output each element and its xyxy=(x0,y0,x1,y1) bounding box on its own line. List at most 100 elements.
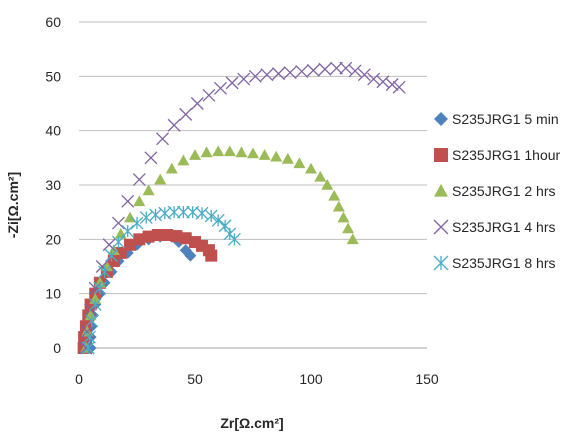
x-marker-icon xyxy=(433,219,449,235)
data-point xyxy=(348,64,362,78)
data-point xyxy=(81,341,95,355)
data-point xyxy=(176,205,190,219)
y-tick-label: 0 xyxy=(53,340,61,356)
data-point xyxy=(337,211,350,223)
legend-item: S235JRG1 5 min xyxy=(434,111,559,127)
data-point xyxy=(237,72,251,86)
data-point xyxy=(314,170,327,182)
legend-item: S235JRG1 2 hrs xyxy=(434,183,556,199)
plot-area xyxy=(77,61,406,355)
data-point xyxy=(79,341,93,355)
data-point xyxy=(107,255,120,268)
data-point xyxy=(376,75,390,89)
data-point xyxy=(105,249,118,263)
data-point xyxy=(346,233,359,245)
data-point xyxy=(121,224,135,238)
data-point xyxy=(102,238,116,252)
data-point xyxy=(270,150,283,162)
data-point xyxy=(223,145,236,157)
data-point xyxy=(235,146,248,158)
legend-label: S235JRG1 5 min xyxy=(452,111,559,127)
data-point xyxy=(167,118,181,132)
x-tick-label: 100 xyxy=(299,371,323,387)
data-point xyxy=(212,145,225,157)
data-point xyxy=(248,69,262,83)
data-point xyxy=(124,238,137,251)
y-axis-ticks: 0 10 20 30 40 50 60 xyxy=(45,14,61,356)
data-point xyxy=(184,249,197,262)
data-point xyxy=(293,157,306,169)
y-axis-title: -Zi[Ω.cm²] xyxy=(5,172,21,238)
data-point xyxy=(205,249,218,262)
data-point xyxy=(170,230,183,243)
data-point xyxy=(211,213,225,227)
data-point xyxy=(133,233,146,246)
series-s235jrg1-8-hrs xyxy=(81,205,241,355)
data-point xyxy=(142,230,155,243)
data-point xyxy=(385,78,399,91)
data-point xyxy=(177,154,190,166)
data-point xyxy=(151,228,164,241)
data-point xyxy=(189,149,201,160)
data-point xyxy=(204,209,218,223)
series-s235jrg1-4-hrs xyxy=(79,61,406,355)
data-point xyxy=(133,195,146,207)
data-point xyxy=(227,232,241,246)
x-tick-label: 150 xyxy=(415,371,439,387)
data-point xyxy=(332,200,345,212)
data-point xyxy=(88,298,102,311)
data-point xyxy=(295,64,309,78)
data-point xyxy=(339,61,353,75)
data-point xyxy=(167,205,181,219)
data-point xyxy=(93,281,107,295)
data-point xyxy=(283,66,297,79)
square-marker-icon xyxy=(434,148,448,162)
data-point xyxy=(321,179,334,190)
series-s235jrg1-5-min xyxy=(84,230,197,354)
data-point xyxy=(179,232,192,245)
data-point xyxy=(85,314,99,328)
data-point xyxy=(318,62,332,76)
data-point xyxy=(111,216,125,230)
data-point xyxy=(225,76,239,90)
legend-label: S235JRG1 2 hrs xyxy=(452,183,556,199)
legend-label: S235JRG1 8 hrs xyxy=(452,255,556,271)
asterisk-marker-icon xyxy=(433,255,449,271)
data-point xyxy=(202,88,216,102)
data-point xyxy=(214,81,227,95)
diamond-marker-icon xyxy=(434,112,448,126)
data-point xyxy=(247,147,259,159)
data-point xyxy=(82,330,96,344)
data-point xyxy=(130,216,144,230)
y-tick-label: 40 xyxy=(45,123,61,139)
data-point xyxy=(132,173,146,187)
y-tick-label: 10 xyxy=(45,286,61,302)
x-tick-label: 50 xyxy=(187,371,203,387)
data-point xyxy=(330,61,343,75)
legend-label: S235JRG1 1hour xyxy=(452,147,561,163)
data-point xyxy=(161,228,174,241)
data-point xyxy=(305,162,317,174)
legend: S235JRG1 5 min S235JRG1 1hour S235JRG1 2 h… xyxy=(433,111,561,271)
y-tick-label: 30 xyxy=(45,177,61,193)
data-point xyxy=(357,68,371,82)
data-point xyxy=(144,151,158,165)
x-tick-label: 0 xyxy=(75,371,83,387)
triangle-marker-icon xyxy=(434,184,448,197)
data-point xyxy=(165,162,178,174)
data-point xyxy=(179,244,192,257)
data-point xyxy=(260,68,274,82)
data-point xyxy=(195,206,209,220)
legend-item: S235JRG1 8 hrs xyxy=(433,255,556,271)
data-point xyxy=(342,222,355,234)
data-point xyxy=(392,80,406,94)
data-point xyxy=(367,72,381,86)
data-point xyxy=(142,184,155,196)
data-point xyxy=(98,265,111,279)
data-point xyxy=(272,67,285,81)
data-point xyxy=(281,152,294,164)
data-point xyxy=(154,173,167,185)
data-point xyxy=(190,97,204,110)
y-tick-label: 20 xyxy=(45,231,61,247)
